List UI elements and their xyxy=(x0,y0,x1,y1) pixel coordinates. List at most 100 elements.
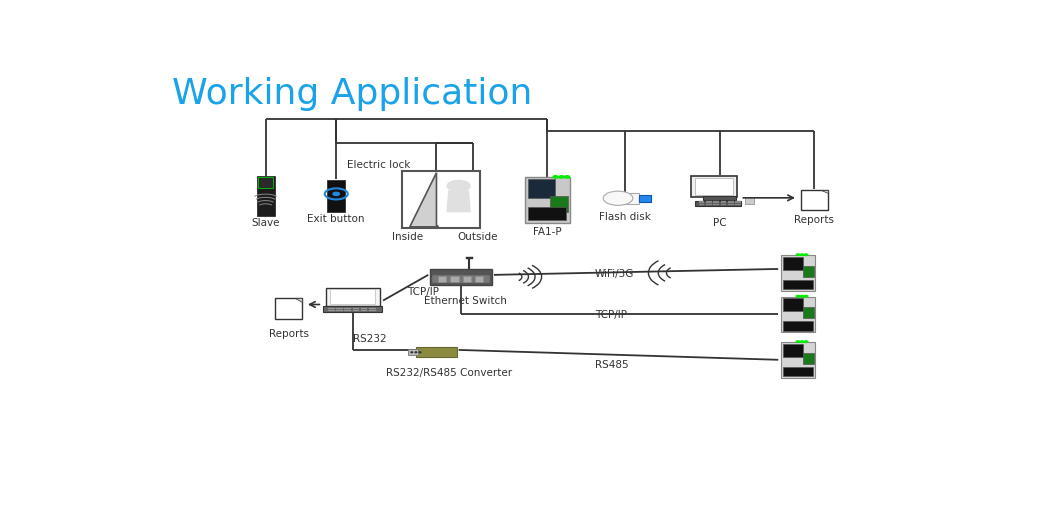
Circle shape xyxy=(565,176,569,178)
FancyBboxPatch shape xyxy=(783,321,813,331)
FancyBboxPatch shape xyxy=(450,276,459,282)
FancyBboxPatch shape xyxy=(438,276,446,282)
FancyBboxPatch shape xyxy=(323,306,383,312)
Text: TCP/IP: TCP/IP xyxy=(407,287,439,297)
FancyBboxPatch shape xyxy=(353,308,359,309)
FancyBboxPatch shape xyxy=(529,179,554,198)
FancyBboxPatch shape xyxy=(463,276,471,282)
Text: Exit button: Exit button xyxy=(307,214,365,224)
FancyBboxPatch shape xyxy=(325,287,379,306)
Text: Flash disk: Flash disk xyxy=(600,212,651,222)
Circle shape xyxy=(800,341,803,342)
Circle shape xyxy=(553,176,558,178)
Text: RS232/RS485 Converter: RS232/RS485 Converter xyxy=(386,368,512,378)
FancyBboxPatch shape xyxy=(800,189,828,210)
FancyBboxPatch shape xyxy=(430,269,492,285)
FancyBboxPatch shape xyxy=(721,201,726,202)
Text: Electric lock: Electric lock xyxy=(347,160,410,170)
Text: RS232: RS232 xyxy=(353,334,386,344)
FancyBboxPatch shape xyxy=(344,308,351,309)
FancyBboxPatch shape xyxy=(328,308,335,309)
Circle shape xyxy=(805,341,808,342)
Circle shape xyxy=(796,341,799,342)
FancyBboxPatch shape xyxy=(369,308,375,309)
FancyBboxPatch shape xyxy=(736,204,741,205)
FancyBboxPatch shape xyxy=(699,201,704,202)
FancyBboxPatch shape xyxy=(331,289,375,305)
Circle shape xyxy=(800,295,803,297)
FancyBboxPatch shape xyxy=(408,349,418,355)
FancyBboxPatch shape xyxy=(721,202,726,203)
FancyBboxPatch shape xyxy=(802,266,814,277)
FancyBboxPatch shape xyxy=(706,204,711,205)
FancyBboxPatch shape xyxy=(713,204,719,205)
FancyBboxPatch shape xyxy=(699,204,704,205)
FancyBboxPatch shape xyxy=(638,194,651,202)
Text: Reports: Reports xyxy=(794,215,834,225)
Polygon shape xyxy=(820,189,828,193)
FancyBboxPatch shape xyxy=(699,202,704,203)
Circle shape xyxy=(603,191,633,205)
FancyBboxPatch shape xyxy=(728,204,734,205)
FancyBboxPatch shape xyxy=(695,201,741,206)
FancyBboxPatch shape xyxy=(780,255,815,291)
FancyBboxPatch shape xyxy=(783,298,802,311)
FancyBboxPatch shape xyxy=(744,196,754,204)
FancyBboxPatch shape xyxy=(783,344,802,357)
FancyBboxPatch shape xyxy=(802,352,814,364)
Text: Ethernet Switch: Ethernet Switch xyxy=(424,296,507,306)
FancyBboxPatch shape xyxy=(783,280,813,289)
FancyBboxPatch shape xyxy=(736,202,741,203)
FancyBboxPatch shape xyxy=(257,176,275,215)
FancyBboxPatch shape xyxy=(360,310,368,311)
FancyBboxPatch shape xyxy=(525,177,569,223)
Circle shape xyxy=(333,192,339,195)
FancyBboxPatch shape xyxy=(466,256,473,259)
FancyBboxPatch shape xyxy=(328,310,335,311)
Text: Outside: Outside xyxy=(457,232,498,242)
Text: WiFi/3G: WiFi/3G xyxy=(595,269,634,279)
FancyBboxPatch shape xyxy=(728,202,734,203)
Text: Working Application: Working Application xyxy=(172,77,532,111)
Circle shape xyxy=(800,254,803,255)
Circle shape xyxy=(805,295,808,297)
FancyBboxPatch shape xyxy=(736,201,741,202)
FancyBboxPatch shape xyxy=(336,310,342,311)
FancyBboxPatch shape xyxy=(691,176,737,196)
FancyBboxPatch shape xyxy=(728,201,734,202)
Circle shape xyxy=(796,254,799,255)
FancyBboxPatch shape xyxy=(416,347,457,357)
FancyBboxPatch shape xyxy=(369,310,375,311)
FancyBboxPatch shape xyxy=(780,297,815,332)
FancyBboxPatch shape xyxy=(550,196,568,212)
FancyBboxPatch shape xyxy=(783,256,802,270)
FancyBboxPatch shape xyxy=(706,202,711,203)
FancyBboxPatch shape xyxy=(704,196,737,200)
FancyBboxPatch shape xyxy=(613,193,639,204)
Text: Inside: Inside xyxy=(392,232,423,242)
FancyBboxPatch shape xyxy=(695,178,734,194)
Text: RS485: RS485 xyxy=(595,360,629,370)
FancyBboxPatch shape xyxy=(432,275,490,283)
FancyBboxPatch shape xyxy=(780,342,815,378)
Text: Reports: Reports xyxy=(268,329,308,339)
Polygon shape xyxy=(447,191,471,212)
FancyBboxPatch shape xyxy=(328,180,346,212)
FancyBboxPatch shape xyxy=(353,310,359,311)
FancyBboxPatch shape xyxy=(259,177,273,188)
Circle shape xyxy=(559,176,564,178)
Circle shape xyxy=(805,254,808,255)
FancyBboxPatch shape xyxy=(275,298,302,319)
Polygon shape xyxy=(410,173,439,227)
Polygon shape xyxy=(295,298,302,302)
Text: Slave: Slave xyxy=(251,218,280,228)
FancyBboxPatch shape xyxy=(360,308,368,309)
FancyBboxPatch shape xyxy=(802,307,814,318)
Circle shape xyxy=(796,295,799,297)
FancyBboxPatch shape xyxy=(783,366,813,377)
Text: TCP/IP: TCP/IP xyxy=(595,310,628,321)
Text: FA1-P: FA1-P xyxy=(533,227,562,236)
FancyBboxPatch shape xyxy=(721,204,726,205)
Text: PC: PC xyxy=(713,218,727,228)
FancyBboxPatch shape xyxy=(475,276,483,282)
